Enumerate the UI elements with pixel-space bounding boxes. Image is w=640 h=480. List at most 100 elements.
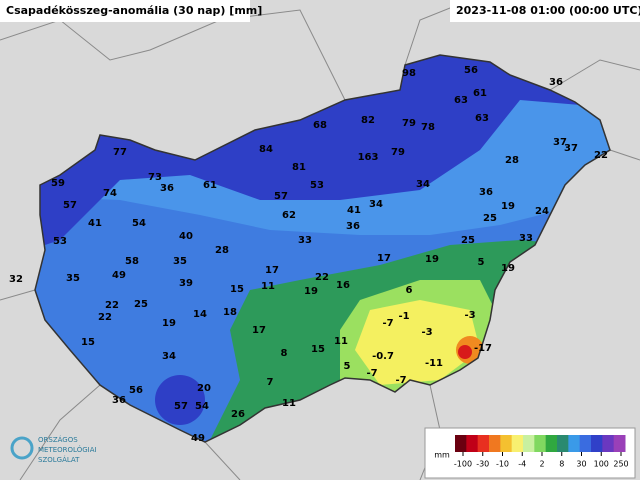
legend-swatch (477, 435, 490, 452)
legend-swatch (523, 435, 535, 452)
station-value: -1 (398, 311, 409, 322)
legend-swatch (557, 435, 569, 452)
station-value: 73 (148, 172, 162, 183)
station-value: 79 (402, 118, 416, 129)
station-value: 37 (564, 143, 578, 154)
station-value: 19 (425, 254, 439, 265)
station-value: 19 (501, 201, 515, 212)
station-value: -3 (464, 310, 475, 321)
legend-unit: mm (434, 451, 450, 460)
station-value: 36 (549, 77, 563, 88)
station-value: 17 (377, 253, 391, 264)
legend-swatch (511, 435, 524, 452)
station-value: 25 (483, 213, 497, 224)
station-value: 14 (193, 309, 207, 320)
station-value: 15 (81, 337, 95, 348)
logo-text: ORSZÁGOS (38, 435, 78, 444)
station-value: 40 (179, 231, 193, 242)
station-value: 58 (125, 256, 139, 267)
station-value: -0.7 (372, 351, 394, 362)
station-value: 54 (195, 401, 209, 412)
station-value: -7 (382, 318, 393, 329)
legend-label: 30 (576, 460, 586, 469)
station-value: 49 (191, 433, 205, 444)
legend-label: 2 (539, 460, 544, 469)
station-value: 34 (416, 179, 430, 190)
station-value: 98 (402, 68, 416, 79)
station-value: 22 (105, 300, 119, 311)
station-value: 36 (160, 183, 174, 194)
station-value: 5 (344, 361, 351, 372)
border (0, 289, 36, 301)
station-value: 61 (203, 180, 217, 191)
station-value: 57 (63, 200, 77, 211)
station-value: 15 (311, 344, 325, 355)
field-red (458, 345, 472, 359)
station-value: 59 (51, 178, 65, 189)
station-value: 56 (129, 385, 143, 396)
legend-swatch (455, 435, 467, 452)
legend-swatch (489, 435, 501, 452)
station-value: 53 (310, 180, 324, 191)
legend-swatch (466, 435, 479, 452)
legend-swatch (500, 435, 513, 452)
station-value: 32 (9, 274, 23, 285)
station-value: 63 (454, 95, 468, 106)
station-value: 33 (519, 233, 533, 244)
station-value: -17 (474, 343, 492, 354)
station-value: 26 (231, 409, 245, 420)
station-value: -3 (421, 327, 432, 338)
station-value: 84 (259, 144, 273, 155)
border (609, 149, 640, 161)
station-value: 16 (336, 280, 350, 291)
station-value: -7 (366, 368, 377, 379)
station-value: 15 (230, 284, 244, 295)
station-value: 6 (406, 285, 413, 296)
legend-label: 250 (613, 460, 628, 469)
logo-icon (10, 436, 34, 460)
legend-label: -10 (496, 460, 509, 469)
title-box (0, 0, 250, 22)
station-value: 11 (261, 281, 275, 292)
station-value: 7 (267, 377, 274, 388)
station-value: 82 (361, 115, 375, 126)
station-value: 17 (265, 265, 279, 276)
station-value: 19 (162, 318, 176, 329)
station-value: 33 (298, 235, 312, 246)
station-value: 63 (475, 113, 489, 124)
station-value: 49 (112, 270, 126, 281)
station-value: 8 (281, 348, 288, 359)
station-value: 61 (473, 88, 487, 99)
station-value: 34 (162, 351, 176, 362)
station-value: 22 (315, 272, 329, 283)
station-value: 68 (313, 120, 327, 131)
station-value: 17 (252, 325, 266, 336)
legend-swatch (591, 435, 603, 452)
station-value: 36 (346, 221, 360, 232)
legend-swatch (545, 435, 558, 452)
logo-text: SZOLGÁLAT (38, 455, 80, 464)
station-value: 77 (113, 147, 127, 158)
station-value: 39 (179, 278, 193, 289)
station-value: 19 (304, 286, 318, 297)
station-value: 57 (174, 401, 188, 412)
legend-label: -100 (454, 460, 472, 469)
station-value: 81 (292, 162, 306, 173)
border (549, 59, 640, 91)
border (19, 384, 101, 480)
legend-swatch (568, 435, 581, 452)
station-value: 37 (553, 137, 567, 148)
station-value: 5 (478, 257, 485, 268)
station-value: 22 (594, 150, 608, 161)
station-value: 62 (282, 210, 296, 221)
station-value: 56 (464, 65, 478, 76)
station-value: 25 (134, 299, 148, 310)
station-value: 11 (334, 336, 348, 347)
legend-label: -30 (476, 460, 489, 469)
station-value: 41 (347, 205, 361, 216)
title: Csapadékösszeg-anomália (30 nap) [mm] (6, 4, 262, 17)
station-value: 34 (369, 199, 383, 210)
